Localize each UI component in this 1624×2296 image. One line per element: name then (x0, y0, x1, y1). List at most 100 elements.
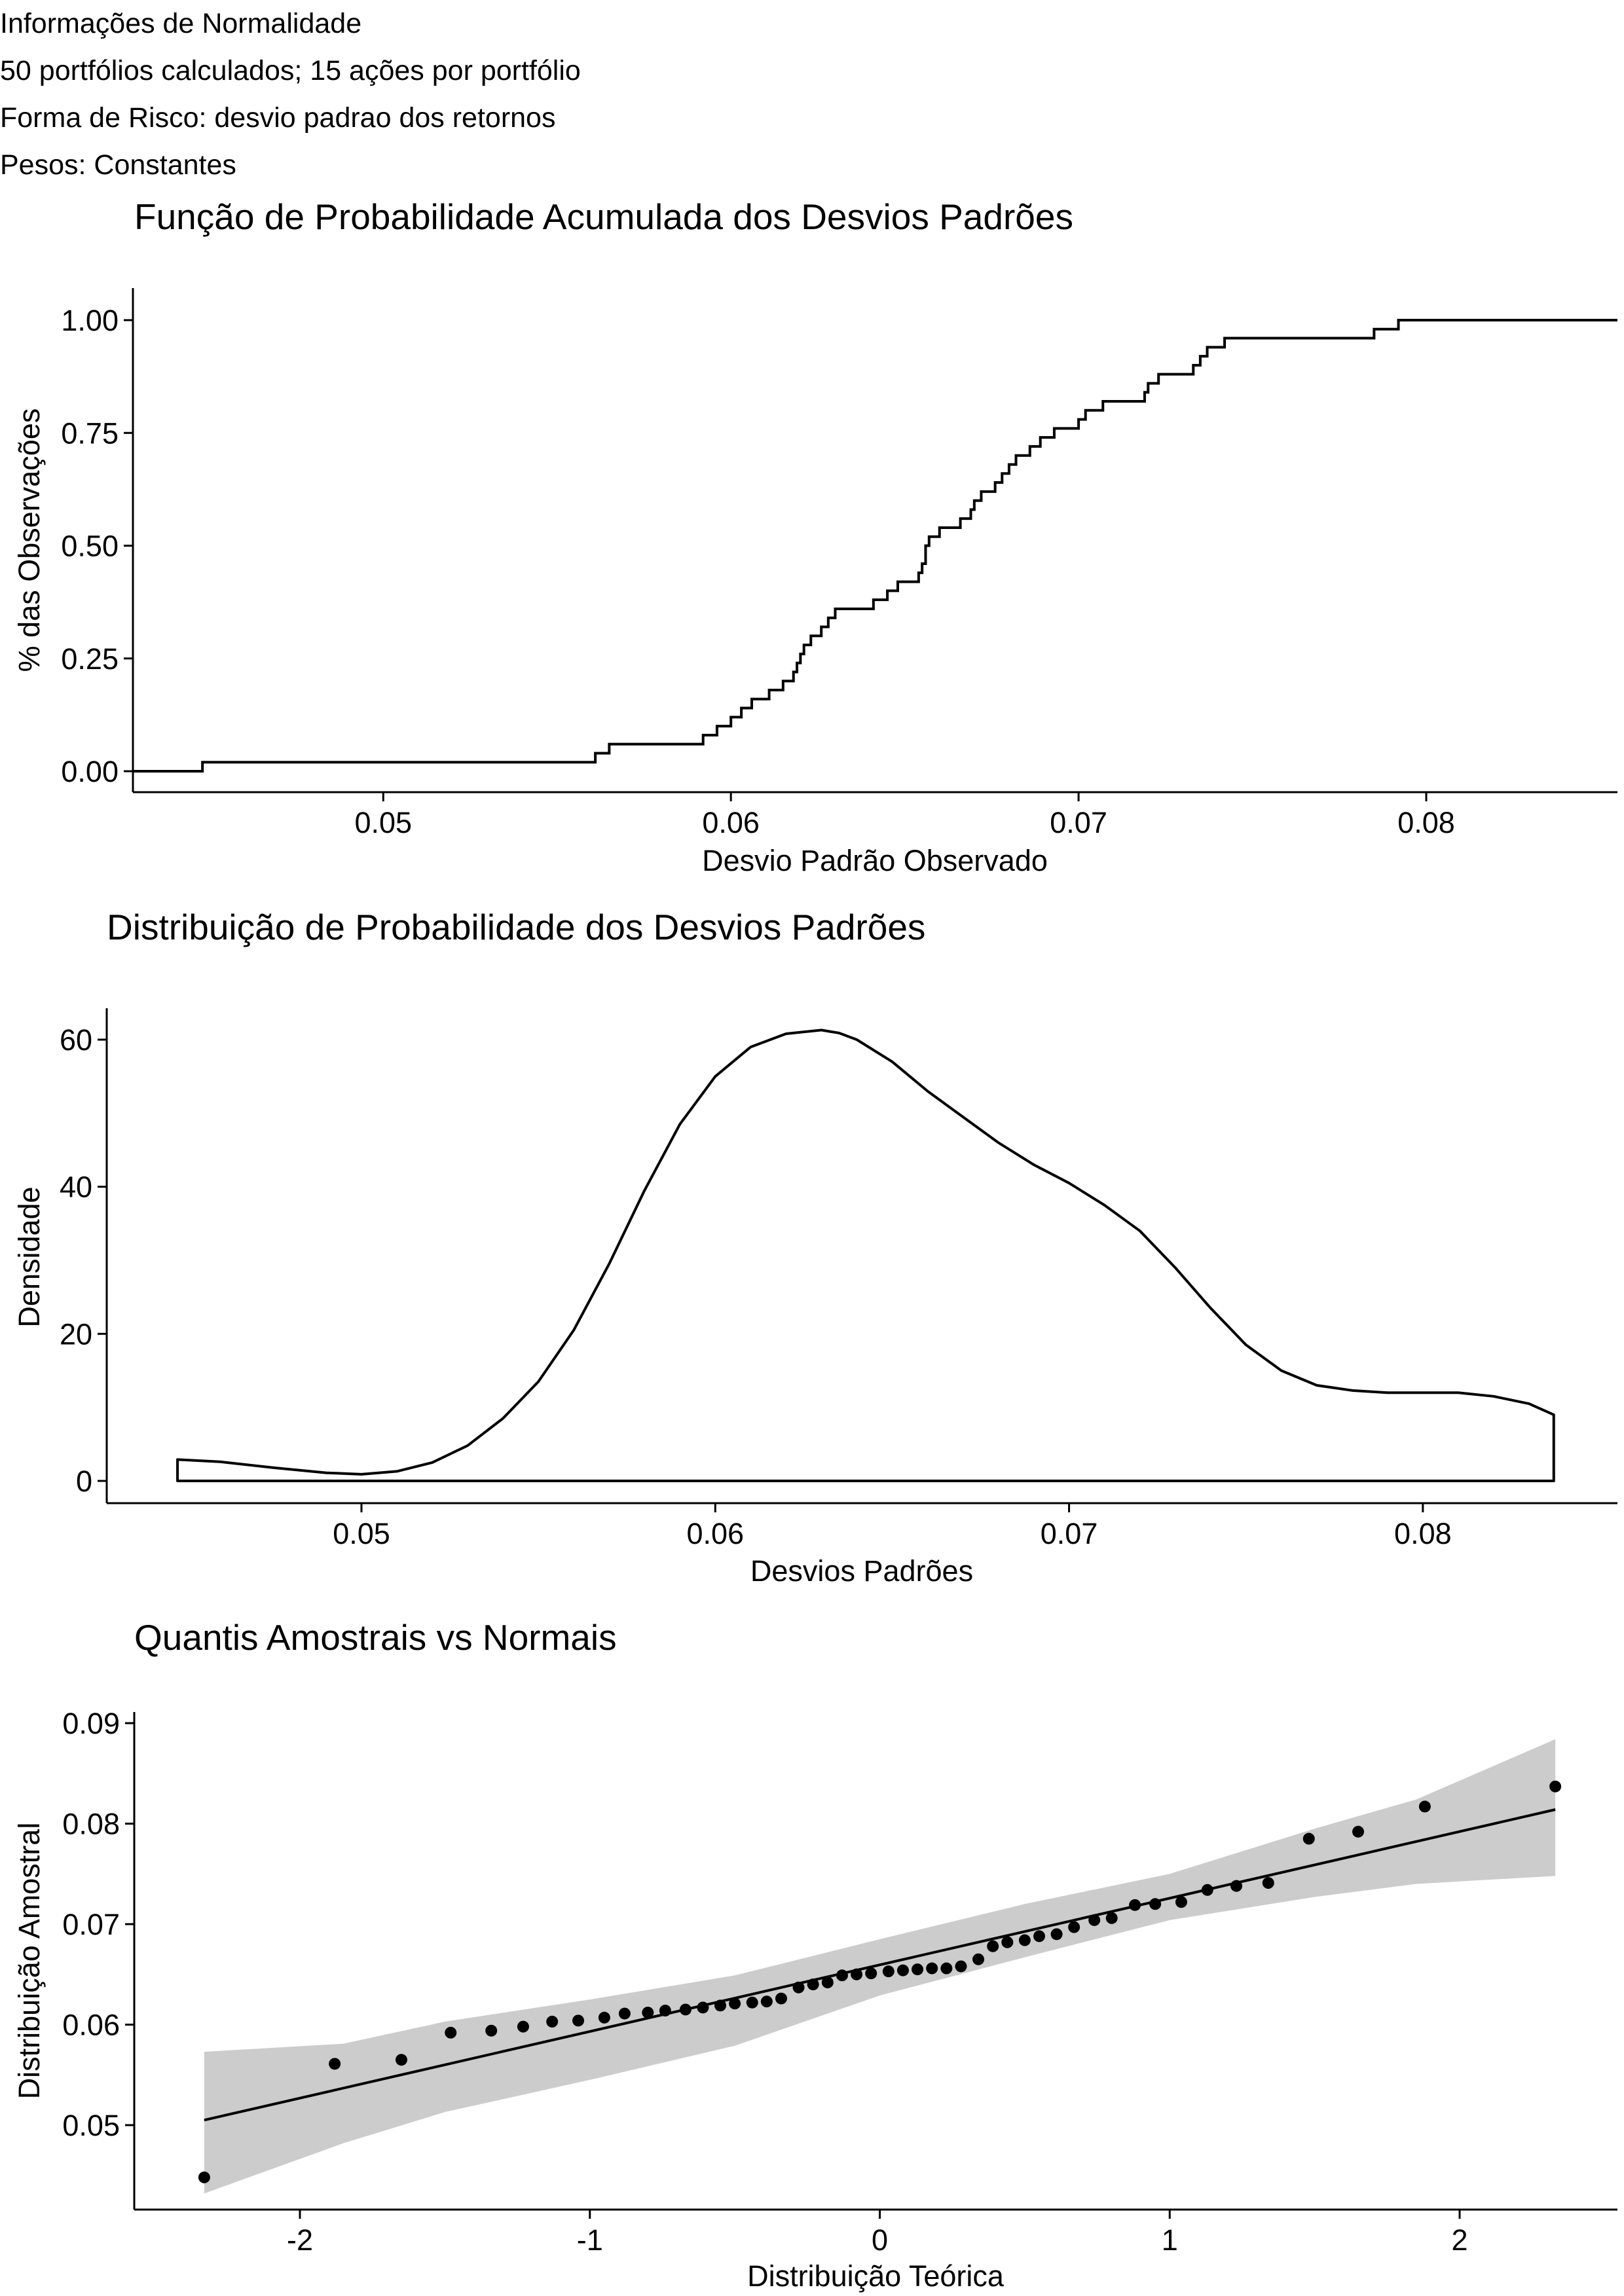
qq-point (1352, 1825, 1365, 1838)
qq-point (517, 2020, 529, 2033)
density-chart: Distribuição de Probabilidade dos Desvio… (12, 907, 1617, 1588)
qq-point (445, 2026, 457, 2039)
ecdf-chart: Função de Probabilidade Acumulada dos De… (12, 196, 1617, 877)
qq-point (198, 2171, 210, 2183)
qq-y-ticks: 0.05 0.06 0.07 0.08 0.09 (62, 1707, 134, 2142)
density-y-tick-label: 40 (60, 1171, 92, 1204)
density-x-axis-label: Desvios Padrões (750, 1554, 973, 1588)
qq-point (598, 2011, 610, 2024)
qq-point (1149, 1898, 1162, 1910)
qq-point (851, 1968, 863, 1980)
qq-point (1175, 1896, 1187, 1908)
header-line-1: Informações de Normalidade (0, 8, 361, 39)
ecdf-y-tick-label: 0.00 (61, 755, 119, 788)
density-chart-title: Distribuição de Probabilidade dos Desvio… (107, 907, 925, 947)
qq-point (955, 1960, 967, 1973)
qq-point (926, 1962, 938, 1975)
qq-point (746, 1996, 758, 2009)
ecdf-y-tick-label: 0.25 (61, 642, 119, 676)
qq-point (1068, 1921, 1080, 1933)
qq-point (760, 1995, 773, 2008)
qq-point (1262, 1877, 1274, 1889)
qq-point (896, 1964, 909, 1977)
ecdf-y-tick-label: 0.75 (61, 416, 119, 450)
density-marks (176, 1029, 1555, 1482)
density-y-ticks: 0 20 40 60 (60, 1023, 107, 1498)
density-x-tick-label: 0.06 (686, 1517, 744, 1550)
qq-chart: Quantis Amostrais vs Normais -2 -1 0 1 2 0.0… (12, 1617, 1617, 2293)
ecdf-x-axis-label: Desvio Padrão Observado (702, 844, 1048, 877)
header-line-3: Forma de Risco: desvio padrao dos retorn… (0, 102, 555, 134)
qq-y-tick-label: 0.05 (62, 2109, 120, 2142)
qq-point (865, 1967, 877, 1980)
qq-point (1001, 1936, 1014, 1948)
qq-point (714, 1999, 726, 2012)
qq-point (807, 1978, 819, 1991)
qq-point (642, 2007, 654, 2019)
qq-point (1302, 1832, 1315, 1845)
ecdf-y-axis-label: % das Observações (12, 409, 46, 672)
density-x-tick-label: 0.05 (333, 1517, 390, 1550)
density-curve (176, 1029, 1555, 1482)
qq-reference-line (204, 1808, 1556, 2122)
qq-point (729, 1997, 741, 2010)
qq-y-tick-label: 0.08 (62, 1808, 120, 1841)
qq-point (1018, 1934, 1031, 1946)
qq-y-tick-label: 0.09 (62, 1707, 120, 1740)
ecdf-step-line (133, 319, 1617, 773)
qq-point (1201, 1884, 1213, 1896)
qq-point (1088, 1914, 1101, 1926)
qq-x-ticks: -2 -1 0 1 2 (287, 2210, 1468, 2257)
qq-point (792, 1981, 805, 1994)
qq-point (836, 1969, 848, 1982)
qq-point (1418, 1800, 1431, 1813)
density-y-tick-label: 20 (60, 1317, 92, 1351)
ecdf-y-tick-label: 0.50 (61, 530, 119, 563)
density-y-axis-label: Densidade (12, 1186, 46, 1327)
qq-x-tick-label: 0 (872, 2223, 888, 2257)
qq-point (1033, 1930, 1046, 1942)
qq-point (972, 1953, 985, 1965)
density-x-tick-label: 0.08 (1394, 1517, 1452, 1550)
qq-point (659, 2005, 671, 2017)
header-line-2: 50 portfólios calculados; 15 ações por p… (0, 55, 581, 86)
qq-marks (198, 1739, 1562, 2194)
qq-x-tick-label: 2 (1451, 2223, 1467, 2257)
qq-y-tick-label: 0.07 (62, 1908, 120, 1941)
qq-x-axis-label: Distribuição Teórica (747, 2259, 1005, 2293)
qq-point (940, 1962, 953, 1975)
qq-confidence-band (204, 1739, 1556, 2194)
qq-x-tick-label: 1 (1162, 2223, 1178, 2257)
qq-point (1129, 1899, 1141, 1911)
qq-point (679, 2003, 692, 2016)
qq-point (1549, 1780, 1562, 1793)
density-y-tick-label: 60 (60, 1023, 92, 1057)
qq-point (1105, 1912, 1118, 1924)
qq-point (882, 1965, 895, 1978)
qq-point (1050, 1928, 1063, 1941)
qq-y-tick-label: 0.06 (62, 2009, 120, 2042)
density-x-ticks: 0.05 0.06 0.07 0.08 (333, 1503, 1452, 1550)
ecdf-y-tick-label: 1.00 (61, 304, 119, 337)
qq-x-tick-label: -2 (287, 2223, 313, 2257)
qq-point (1230, 1880, 1243, 1892)
qq-point (546, 2015, 559, 2028)
qq-point (395, 2054, 407, 2066)
ecdf-x-tick-label: 0.06 (702, 806, 760, 839)
qq-y-axis-label: Distribuição Amostral (12, 1823, 46, 2100)
qq-point (987, 1940, 999, 1952)
qq-point (329, 2058, 341, 2070)
ecdf-y-ticks: 0.00 0.25 0.50 0.75 1.00 (61, 304, 133, 788)
ecdf-x-tick-label: 0.05 (354, 806, 412, 839)
density-y-tick-label: 0 (76, 1465, 92, 1498)
qq-chart-title: Quantis Amostrais vs Normais (134, 1617, 617, 1658)
qq-point (821, 1977, 834, 1989)
ecdf-marks (133, 319, 1617, 773)
qq-point (912, 1963, 924, 1976)
header-line-4: Pesos: Constantes (0, 149, 236, 181)
density-x-tick-label: 0.07 (1041, 1517, 1098, 1550)
qq-x-tick-label: -1 (577, 2223, 603, 2257)
qq-point (775, 1992, 787, 2005)
ecdf-x-tick-label: 0.07 (1050, 806, 1107, 839)
